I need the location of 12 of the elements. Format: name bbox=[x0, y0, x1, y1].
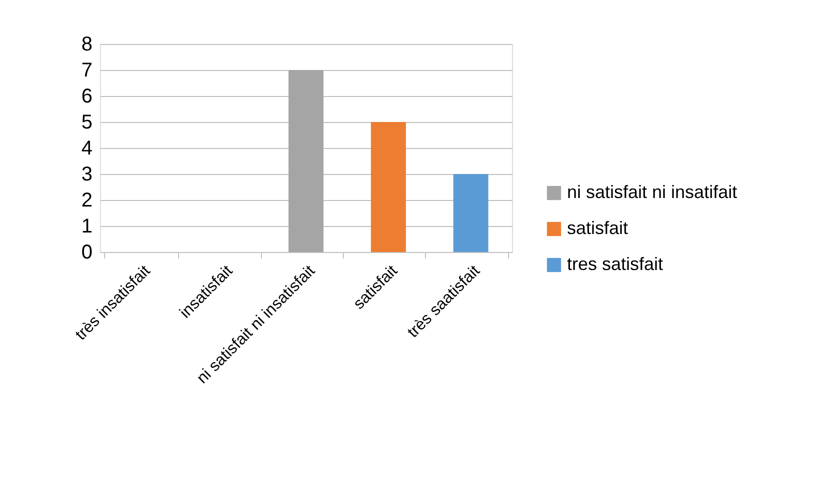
y-tick-label: 2 bbox=[81, 190, 92, 212]
y-tick-label: 5 bbox=[81, 112, 92, 134]
y-tick-label: 0 bbox=[81, 242, 92, 264]
y-tick-label: 3 bbox=[81, 164, 92, 186]
y-tick-label: 8 bbox=[81, 34, 92, 56]
y-tick-label: 4 bbox=[81, 138, 92, 160]
y-tick-label: 6 bbox=[81, 86, 92, 108]
legend-label: tres satisfait bbox=[567, 254, 664, 274]
legend-label: ni satisfait ni insatifait bbox=[567, 182, 738, 202]
y-tick-label: 1 bbox=[81, 216, 92, 238]
legend-label: satisfait bbox=[567, 218, 628, 238]
y-tick-label: 7 bbox=[81, 60, 92, 82]
